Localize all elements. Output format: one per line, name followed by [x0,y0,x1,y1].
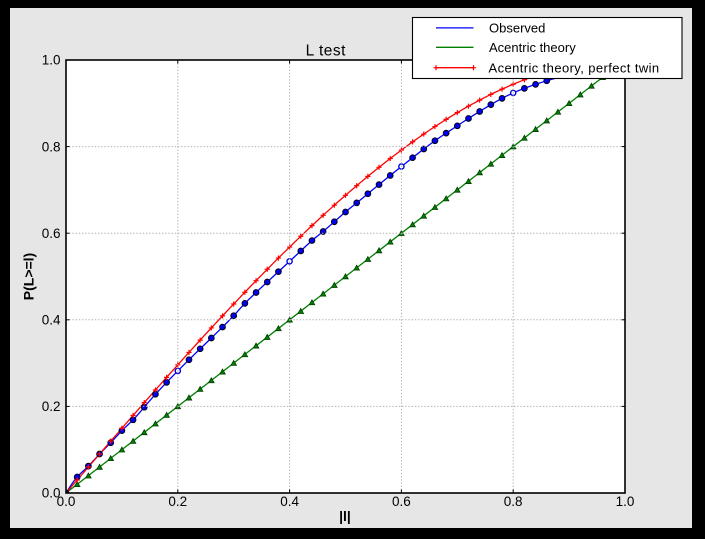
svg-text:0.0: 0.0 [42,486,61,501]
svg-text:0.4: 0.4 [280,494,299,509]
svg-text:P(L>=l): P(L>=l) [21,253,37,300]
svg-text:0.4: 0.4 [42,313,61,328]
svg-text:L test: L test [306,43,347,60]
svg-text:0.8: 0.8 [42,139,61,154]
svg-text:0.8: 0.8 [504,494,523,509]
svg-text:0.2: 0.2 [168,494,187,509]
svg-text:0.0: 0.0 [57,494,76,509]
svg-text:|l|: |l| [339,508,351,524]
svg-text:1.0: 1.0 [616,494,635,509]
svg-text:Observed: Observed [489,21,545,36]
svg-text:Acentric theory: Acentric theory [489,40,576,55]
svg-text:1.0: 1.0 [42,53,61,68]
svg-text:0.2: 0.2 [42,399,61,414]
svg-text:0.6: 0.6 [42,226,61,241]
svg-text:Acentric theory, perfect twin: Acentric theory, perfect twin [489,60,660,75]
svg-text:0.6: 0.6 [392,494,411,509]
